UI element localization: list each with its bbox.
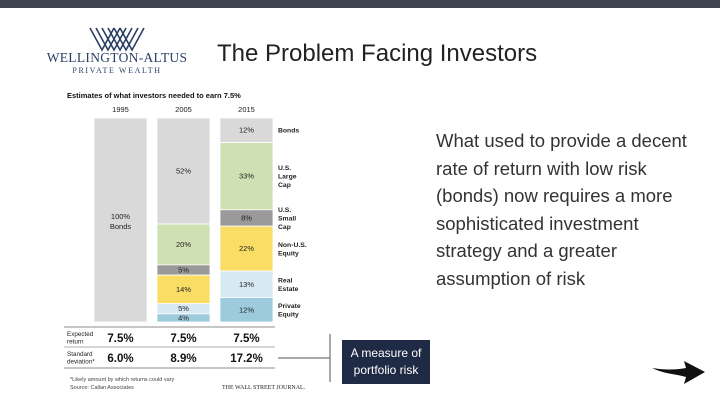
bar-segment <box>156 117 211 225</box>
bar-segment <box>156 313 211 323</box>
stat-label: deviation* <box>67 359 95 366</box>
stat-label: Standard <box>67 351 93 358</box>
legend-label: Cap <box>278 224 291 231</box>
legend-label: Equity <box>278 250 299 257</box>
segment-label: 8% <box>241 213 252 222</box>
legend-label: Bonds <box>278 128 299 135</box>
chart-title: Estimates of what investors needed to ea… <box>67 91 241 100</box>
segment-label: 5% <box>178 265 189 274</box>
bar-segment <box>219 297 274 323</box>
stat-value: 6.0% <box>107 353 133 365</box>
stat-value: 8.9% <box>170 353 196 365</box>
slide-title: The Problem Facing Investors <box>217 40 538 67</box>
legend-label: U.S. <box>278 165 291 172</box>
legend-label: Real <box>278 278 292 285</box>
segment-label: 20% <box>176 240 191 249</box>
stat-label: Expected <box>67 331 94 338</box>
legend-label: Cap <box>278 182 291 189</box>
bar-segment <box>219 225 274 272</box>
logo-subtitle: PRIVATE WEALTH <box>72 66 162 75</box>
bar-segment <box>219 270 274 298</box>
legend-label: U.S. <box>278 207 291 214</box>
segment-label: Bonds <box>110 222 132 231</box>
legend-label: Non-U.S. <box>278 242 307 249</box>
publisher-credit: THE WALL STREET JOURNAL. <box>222 385 306 391</box>
segment-label: 22% <box>239 244 254 253</box>
bar-segment <box>219 117 274 143</box>
bar-segment <box>156 274 211 305</box>
legend-label: Private <box>278 303 301 310</box>
category-label: 1995 <box>112 105 129 114</box>
logo-name: WELLINGTON-ALTUS <box>46 50 188 65</box>
right-arrow-icon[interactable] <box>650 358 706 386</box>
segment-label: 12% <box>239 126 254 135</box>
segment-label: 4% <box>178 313 189 322</box>
legend-label: Small <box>278 215 296 222</box>
category-label: 2005 <box>175 105 192 114</box>
callout-text: A measure of portfolio risk <box>350 346 422 377</box>
segment-label: 5% <box>178 304 189 313</box>
legend-label: Large <box>278 174 297 181</box>
stat-label: return <box>67 339 84 346</box>
stat-value: 7.5% <box>233 333 259 345</box>
stat-value: 7.5% <box>170 333 196 345</box>
footnote: *Likely amount by which returns could va… <box>70 377 174 383</box>
segment-label: 52% <box>176 167 191 176</box>
body-text: What used to provide a decent rate of re… <box>436 130 687 289</box>
segment-label: 100% <box>111 212 131 221</box>
segment-label: 13% <box>239 280 254 289</box>
logo-mark-icon <box>89 27 145 52</box>
category-label: 2015 <box>238 105 255 114</box>
top-bar <box>0 0 720 8</box>
stat-value: 17.2% <box>230 353 263 365</box>
legend-label: Equity <box>278 312 299 319</box>
source-note: Source: Callan Associates <box>70 385 134 391</box>
segment-label: 14% <box>176 285 191 294</box>
legend-label: Estate <box>278 286 299 293</box>
bar-segment <box>93 117 148 323</box>
stat-value: 7.5% <box>107 333 133 345</box>
segment-label: 33% <box>239 172 254 181</box>
risk-callout: A measure of portfolio risk <box>342 340 430 384</box>
segment-label: 12% <box>239 305 254 314</box>
